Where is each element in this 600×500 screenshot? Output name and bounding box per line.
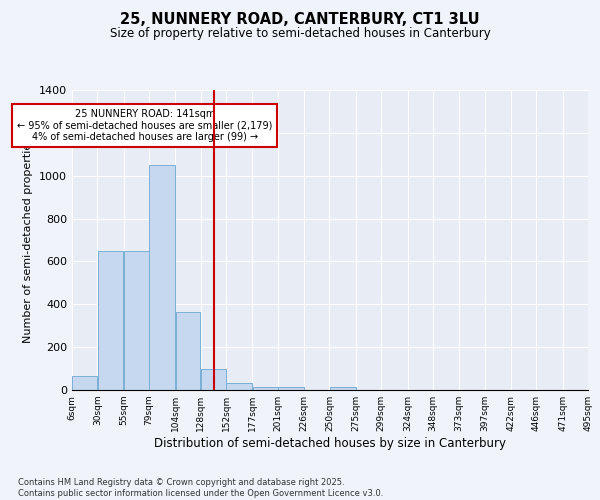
- Bar: [201, 368, 226, 390]
- Bar: [226, 382, 252, 390]
- Text: 25, NUNNERY ROAD, CANTERBURY, CT1 3LU: 25, NUNNERY ROAD, CANTERBURY, CT1 3LU: [120, 12, 480, 28]
- Bar: [278, 387, 304, 390]
- Bar: [253, 387, 278, 390]
- Text: 25 NUNNERY ROAD: 141sqm
← 95% of semi-detached houses are smaller (2,179)
4% of : 25 NUNNERY ROAD: 141sqm ← 95% of semi-de…: [17, 110, 272, 142]
- Bar: [98, 250, 124, 390]
- Text: Contains HM Land Registry data © Crown copyright and database right 2025.
Contai: Contains HM Land Registry data © Crown c…: [18, 478, 383, 498]
- Bar: [330, 387, 356, 390]
- Bar: [72, 376, 97, 390]
- Bar: [149, 165, 175, 390]
- Y-axis label: Number of semi-detached properties: Number of semi-detached properties: [23, 137, 34, 343]
- X-axis label: Distribution of semi-detached houses by size in Canterbury: Distribution of semi-detached houses by …: [154, 437, 506, 450]
- Bar: [124, 250, 149, 390]
- Bar: [176, 312, 200, 390]
- Text: Size of property relative to semi-detached houses in Canterbury: Size of property relative to semi-detach…: [110, 28, 490, 40]
